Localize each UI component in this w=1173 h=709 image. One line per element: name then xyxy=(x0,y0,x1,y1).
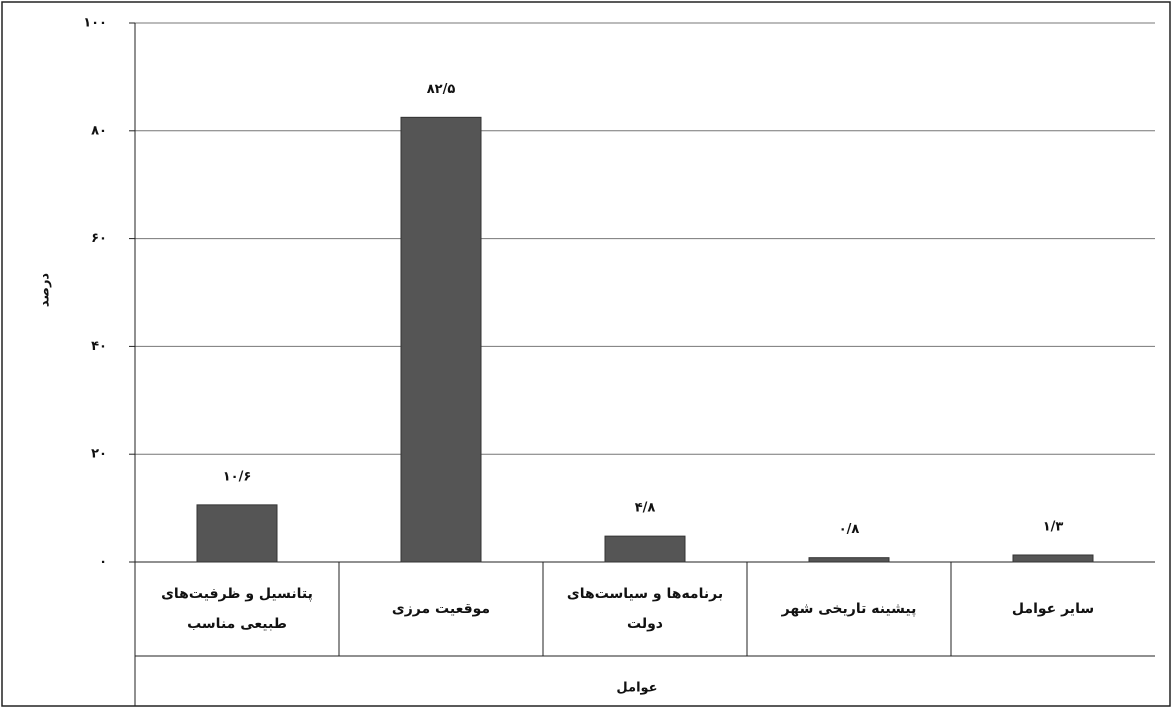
bar xyxy=(1012,554,1094,563)
bar xyxy=(604,535,686,563)
y-tick-label: ۶۰ xyxy=(91,231,107,246)
y-tick-label: ۸۰ xyxy=(91,123,107,138)
y-axis-label: درصد xyxy=(38,273,53,308)
bar xyxy=(400,116,482,563)
y-tick-label: ۴۰ xyxy=(91,339,107,354)
bar xyxy=(808,557,890,563)
value-label: ۱۰/۶ xyxy=(223,469,252,484)
value-label: ۰/۸ xyxy=(839,522,860,537)
y-tick-label: ۰ xyxy=(99,555,107,570)
value-label: ۴/۸ xyxy=(635,501,656,516)
x-tick-label: سایر عوامل xyxy=(1011,601,1095,617)
value-label: ۱/۳ xyxy=(1043,519,1064,534)
x-tick-label: برنامه‌ها و سیاست‌های دولت xyxy=(566,586,724,632)
x-axis-label: عوامل xyxy=(616,681,657,696)
x-tick-label: پتانسیل و ظرفیت‌های طبیعی مناسب xyxy=(161,586,313,632)
y-tick-label: ۲۰ xyxy=(91,447,107,462)
value-label: ۸۲/۵ xyxy=(427,82,456,97)
y-tick-label: ۱۰۰ xyxy=(83,16,107,31)
x-tick-label: پیشینه تاریخی شهر xyxy=(781,601,917,617)
bar xyxy=(196,504,278,563)
x-tick-label: موقعیت مرزی xyxy=(391,601,491,617)
